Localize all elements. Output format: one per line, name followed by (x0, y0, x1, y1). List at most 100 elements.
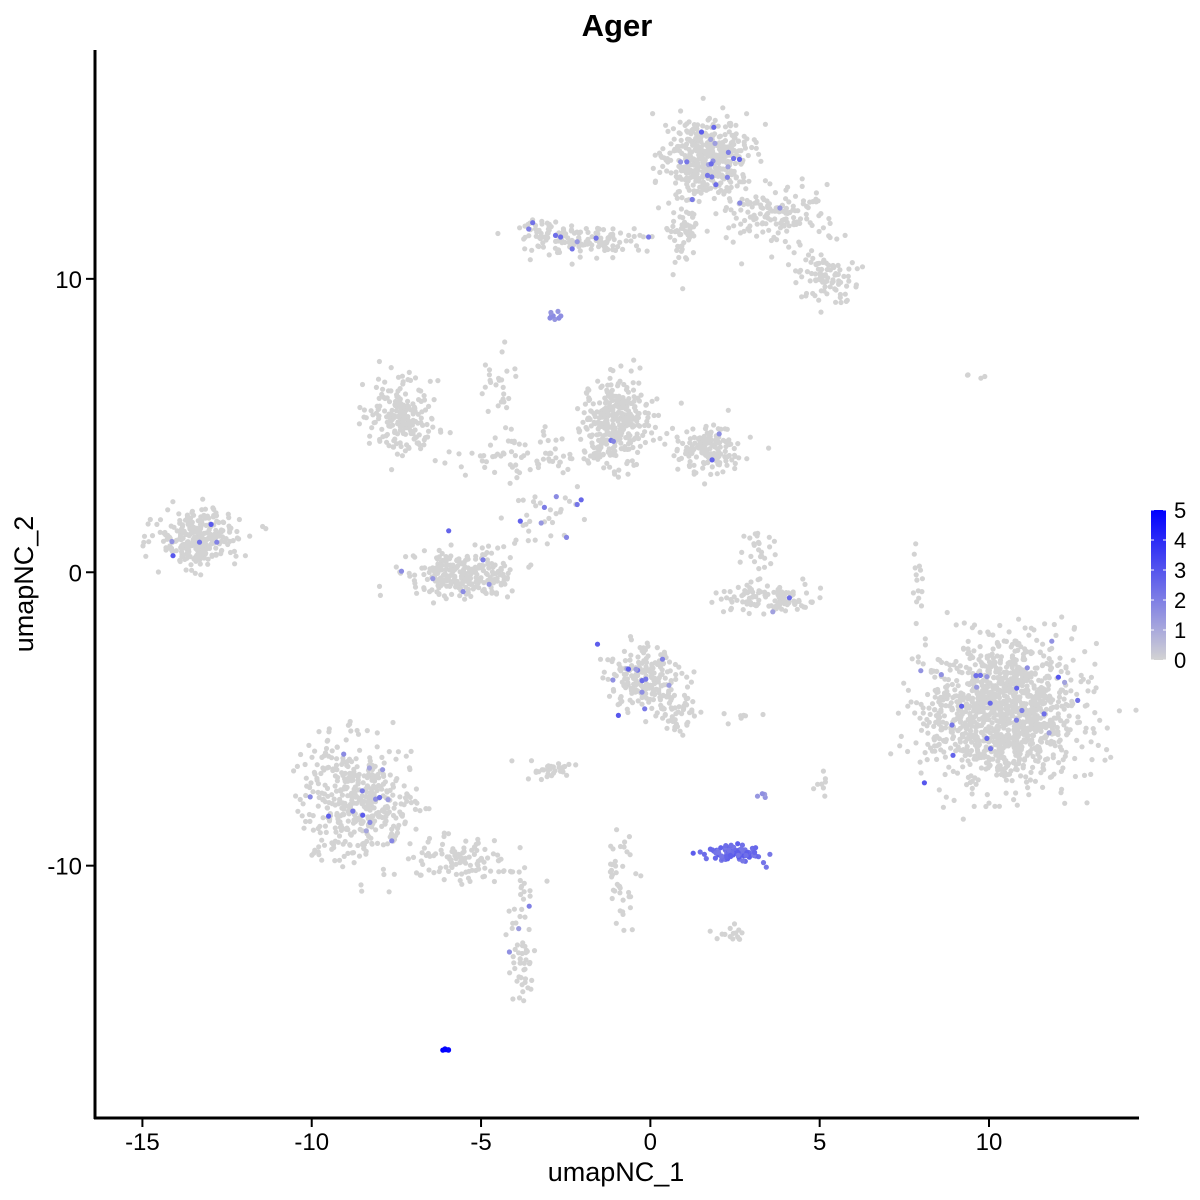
cell-point (803, 257, 809, 263)
cell-point (975, 777, 981, 783)
cell-point (715, 426, 721, 432)
cell-point (1038, 727, 1044, 733)
cell-point (408, 748, 414, 755)
cell-point (594, 255, 600, 261)
cell-point (825, 262, 832, 268)
cell-point (691, 446, 697, 452)
cell-point (740, 599, 746, 605)
cell-point (708, 429, 714, 435)
cell-point (678, 248, 685, 254)
cell-point (405, 398, 411, 404)
cell-point (674, 448, 680, 454)
cell-point (790, 207, 796, 213)
cell-point (673, 169, 679, 175)
cell-point (460, 589, 466, 595)
cell-point (358, 882, 364, 888)
cell-point (751, 217, 757, 223)
cell-point (427, 853, 433, 859)
cell-point (976, 707, 982, 713)
cell-point (316, 844, 322, 850)
cell-point (495, 852, 501, 858)
cell-point (727, 198, 733, 204)
cell-point (512, 453, 519, 459)
cell-point (751, 542, 757, 548)
cell-point (453, 861, 459, 867)
cell-point (509, 758, 515, 764)
cell-point (412, 580, 418, 586)
cell-point (942, 676, 948, 682)
cell-point (227, 529, 233, 535)
cell-point (911, 551, 917, 557)
cell-point (1063, 664, 1069, 670)
cell-point (920, 710, 926, 716)
cell-point (744, 456, 750, 462)
cell-point (610, 397, 616, 403)
cell-point (377, 794, 383, 801)
cell-point (837, 294, 843, 301)
cell-point (184, 539, 191, 545)
cell-point (739, 549, 745, 556)
cell-point (1030, 764, 1036, 771)
cell-point (1006, 771, 1012, 777)
cell-point (720, 166, 726, 172)
cell-point (807, 199, 813, 205)
cell-point (295, 808, 301, 814)
cell-point (680, 732, 686, 738)
cell-point (1104, 725, 1110, 731)
cell-point (690, 182, 696, 188)
cell-point (624, 706, 630, 712)
cell-point (649, 430, 655, 436)
cell-point (943, 703, 949, 709)
cell-point (401, 410, 408, 416)
cell-point (689, 210, 695, 216)
cell-point (419, 850, 425, 856)
cell-point (773, 208, 779, 214)
cell-point (578, 436, 584, 442)
cell-point (146, 539, 152, 545)
cell-point (672, 237, 678, 243)
cell-point (601, 406, 608, 412)
cell-point (191, 556, 197, 562)
cell-point (525, 776, 532, 782)
cell-point (307, 794, 313, 800)
cell-point (997, 666, 1003, 672)
cell-point (765, 210, 771, 216)
cell-point (655, 412, 662, 418)
cell-point (141, 533, 148, 539)
cell-point (761, 564, 768, 570)
cell-point (504, 594, 511, 600)
cell-point (506, 395, 512, 402)
cell-point (766, 534, 772, 540)
cell-point (938, 672, 944, 678)
cell-point (950, 768, 956, 775)
cell-point (820, 225, 827, 231)
cell-point (611, 236, 617, 243)
cell-point (514, 942, 521, 948)
cell-point (715, 123, 721, 129)
cell-point (528, 758, 535, 764)
cell-point (574, 501, 580, 508)
cell-point (775, 230, 781, 236)
cell-point (635, 411, 641, 417)
cell-point (439, 841, 446, 848)
cell-point (352, 784, 358, 790)
cell-point (849, 260, 855, 266)
cell-point (630, 380, 636, 386)
cell-point (683, 255, 689, 261)
cell-point (827, 220, 833, 226)
cell-point (842, 291, 848, 297)
cell-point (690, 699, 696, 705)
cell-point (199, 544, 205, 550)
cell-point (675, 466, 681, 472)
cell-point (596, 447, 603, 453)
cell-point (808, 259, 814, 265)
cell-point (437, 427, 444, 433)
cell-point (418, 388, 424, 394)
cell-point (389, 838, 395, 844)
cell-point (935, 656, 941, 663)
cell-point (770, 609, 776, 615)
cell-point (737, 559, 743, 565)
cell-point (730, 239, 736, 245)
cell-point (421, 571, 427, 578)
cell-point (627, 433, 633, 439)
